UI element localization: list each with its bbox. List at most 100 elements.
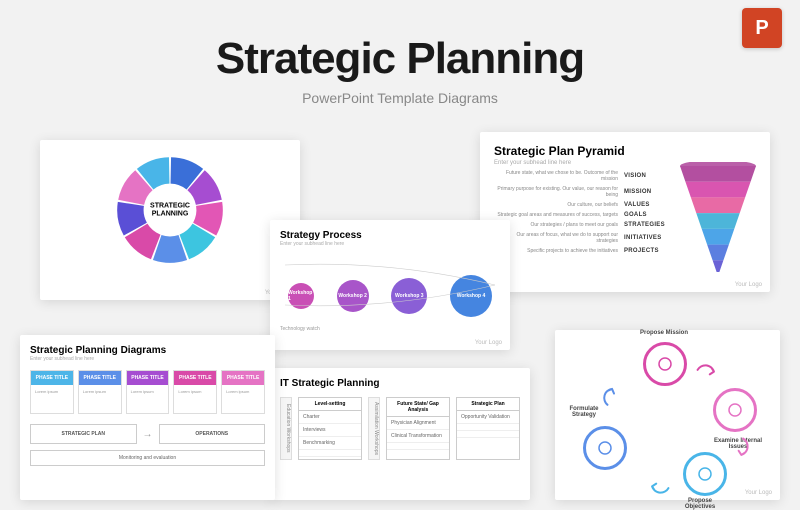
header: Strategic Planning PowerPoint Template D… <box>0 0 800 106</box>
slide-donut: STRATEGIC PLANNING Your Logo <box>40 140 300 300</box>
phase-tabs: PHASE TITLELorem ipsumPHASE TITLELorem i… <box>30 370 265 414</box>
column-head: Strategic Plan <box>457 398 519 411</box>
itplan-band: Education Workshops <box>280 397 292 460</box>
pyramid-layer <box>685 182 750 198</box>
pyramid-desc: Our culture, our beliefs <box>494 202 624 208</box>
phase-tab: PHASE TITLE <box>127 371 169 385</box>
pyramid-desc: Our areas of focus, what we do to suppor… <box>494 232 624 244</box>
slide-process: Strategy Process Enter your subhead line… <box>270 220 510 350</box>
pyramid-layer <box>680 166 756 182</box>
itplan-band: Assimilation Workshops <box>368 397 380 460</box>
column-cell: Interviews <box>299 424 361 437</box>
column-cell: Benchmarking <box>299 437 361 450</box>
column-cell <box>299 450 361 457</box>
column-cell: Clinical Transformation <box>387 430 449 443</box>
phase-tab: PHASE TITLE <box>79 371 121 385</box>
pyramid-row: Our culture, our beliefsVALUES <box>494 202 674 208</box>
phase-card: PHASE TITLELorem ipsum <box>173 370 217 414</box>
phase-body: Lorem ipsum <box>174 385 216 413</box>
process-curves <box>280 260 500 310</box>
strategic-plan-box: STRATEGIC PLAN <box>30 424 137 444</box>
phase-bottom-row: STRATEGIC PLAN → OPERATIONS <box>30 424 265 444</box>
column-cell: Opportunity Validation <box>457 411 519 424</box>
pyramid-layer <box>713 260 724 272</box>
process-tag: Technology watch <box>280 326 320 332</box>
phase-body: Lorem ipsum <box>127 385 169 413</box>
phase-body: Lorem ipsum <box>79 385 121 413</box>
itplan-column: Future State/ Gap AnalysisPhysician Alig… <box>386 397 450 460</box>
pyramid-layer <box>702 229 735 245</box>
pyramid-row: Primary purpose for existing. Our value,… <box>494 186 674 198</box>
cycle-node <box>583 426 627 470</box>
pyramid-row: Strategic goal areas and measures of suc… <box>494 212 674 218</box>
pyramid-row: Our areas of focus, what we do to suppor… <box>494 232 674 244</box>
slide-it-planning: IT Strategic Planning Education Workshop… <box>270 368 530 500</box>
phases-subtitle: Enter your subhead line here <box>30 356 265 362</box>
arrow-icon: → <box>143 424 153 444</box>
column-cell <box>387 443 449 450</box>
phase-tab: PHASE TITLE <box>31 371 73 385</box>
pyramid-layer <box>696 213 739 229</box>
cycle-arrow <box>727 434 753 460</box>
pyramid-level-label: MISSION <box>624 189 674 195</box>
pyramid-desc: Strategic goal areas and measures of suc… <box>494 212 624 218</box>
powerpoint-badge: P <box>742 8 782 48</box>
cycle-arrow <box>693 360 719 386</box>
column-cell <box>457 424 519 431</box>
node-icon <box>695 464 715 484</box>
slide-canvas: STRATEGIC PLANNING Your Logo Strategic P… <box>0 140 800 500</box>
pyramid-desc: Our strategies / plans to meet our goals <box>494 222 624 228</box>
pyramid-level-label: PROJECTS <box>624 248 674 254</box>
pyramid-level-label: VISION <box>624 173 674 179</box>
phase-card: PHASE TITLELorem ipsum <box>78 370 122 414</box>
pyramid-layer <box>691 197 745 213</box>
donut-center-label: STRATEGIC PLANNING <box>143 202 198 217</box>
cycle-node <box>643 342 687 386</box>
node-icon <box>595 438 615 458</box>
pyramid-row: Specific projects to achieve the initiat… <box>494 248 674 254</box>
phase-card: PHASE TITLELorem ipsum <box>126 370 170 414</box>
cycle-node-label: Propose Mission <box>639 330 689 336</box>
cycle-arrow <box>599 384 625 410</box>
slide-footer: Your Logo <box>735 282 762 288</box>
page-subtitle: PowerPoint Template Diagrams <box>0 90 800 106</box>
pyramid-svg <box>678 162 758 272</box>
monitoring-box: Monitoring and evaluation <box>30 450 265 466</box>
pyramid-level-label: GOALS <box>624 212 674 218</box>
node-icon <box>655 354 675 374</box>
process-title: Strategy Process <box>280 230 500 241</box>
pyramid-level-label: STRATEGIES <box>624 222 674 228</box>
pyramid-layer <box>707 245 729 261</box>
node-icon <box>725 400 745 420</box>
phase-card: PHASE TITLELorem ipsum <box>221 370 265 414</box>
cycle-node <box>713 388 757 432</box>
slide-footer: Your Logo <box>475 340 502 346</box>
phase-tab: PHASE TITLE <box>222 371 264 385</box>
page-title: Strategic Planning <box>0 34 800 84</box>
pyramid-desc: Specific projects to achieve the initiat… <box>494 248 624 254</box>
itplan-columns: Education Workshops Level-settingCharterI… <box>280 397 520 460</box>
phase-card: PHASE TITLELorem ipsum <box>30 370 74 414</box>
column-head: Future State/ Gap Analysis <box>387 398 449 417</box>
operations-box: OPERATIONS <box>159 424 266 444</box>
process-subtitle: Enter your subhead line here <box>280 241 500 247</box>
badge-letter: P <box>755 17 768 40</box>
slide-footer: Your Logo <box>745 490 772 496</box>
slide-phases: Strategic Planning Diagrams Enter your s… <box>20 335 275 500</box>
phase-tab: PHASE TITLE <box>174 371 216 385</box>
column-cell: Physician Alignment <box>387 417 449 430</box>
pyramid-row: Our strategies / plans to meet our goals… <box>494 222 674 228</box>
phase-body: Lorem ipsum <box>31 385 73 413</box>
slide-pyramid: Strategic Plan Pyramid Enter your subhea… <box>480 132 770 292</box>
pyramid-desc: Future state, what we chose to be. Outco… <box>494 170 624 182</box>
pyramid-desc: Primary purpose for existing. Our value,… <box>494 186 624 198</box>
slide-cycle: Your Logo Propose MissionExamine Interna… <box>555 330 780 500</box>
itplan-title: IT Strategic Planning <box>280 378 520 389</box>
cycle-arrow <box>647 472 673 498</box>
column-cell <box>457 431 519 438</box>
donut-chart: STRATEGIC PLANNING <box>115 155 225 265</box>
phases-title: Strategic Planning Diagrams <box>30 345 265 356</box>
itplan-column: Level-settingCharterInterviewsBenchmarki… <box>298 397 362 460</box>
pyramid-level-label: VALUES <box>624 202 674 208</box>
column-cell: Charter <box>299 411 361 424</box>
